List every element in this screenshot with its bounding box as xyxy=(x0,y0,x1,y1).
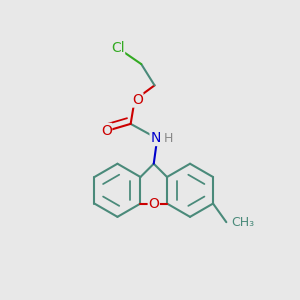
Text: N: N xyxy=(150,131,161,146)
Text: O: O xyxy=(148,196,159,211)
Text: O: O xyxy=(132,93,143,107)
Text: H: H xyxy=(164,131,173,145)
Text: Cl: Cl xyxy=(111,41,124,55)
Text: O: O xyxy=(101,124,112,137)
Text: CH₃: CH₃ xyxy=(231,216,254,229)
